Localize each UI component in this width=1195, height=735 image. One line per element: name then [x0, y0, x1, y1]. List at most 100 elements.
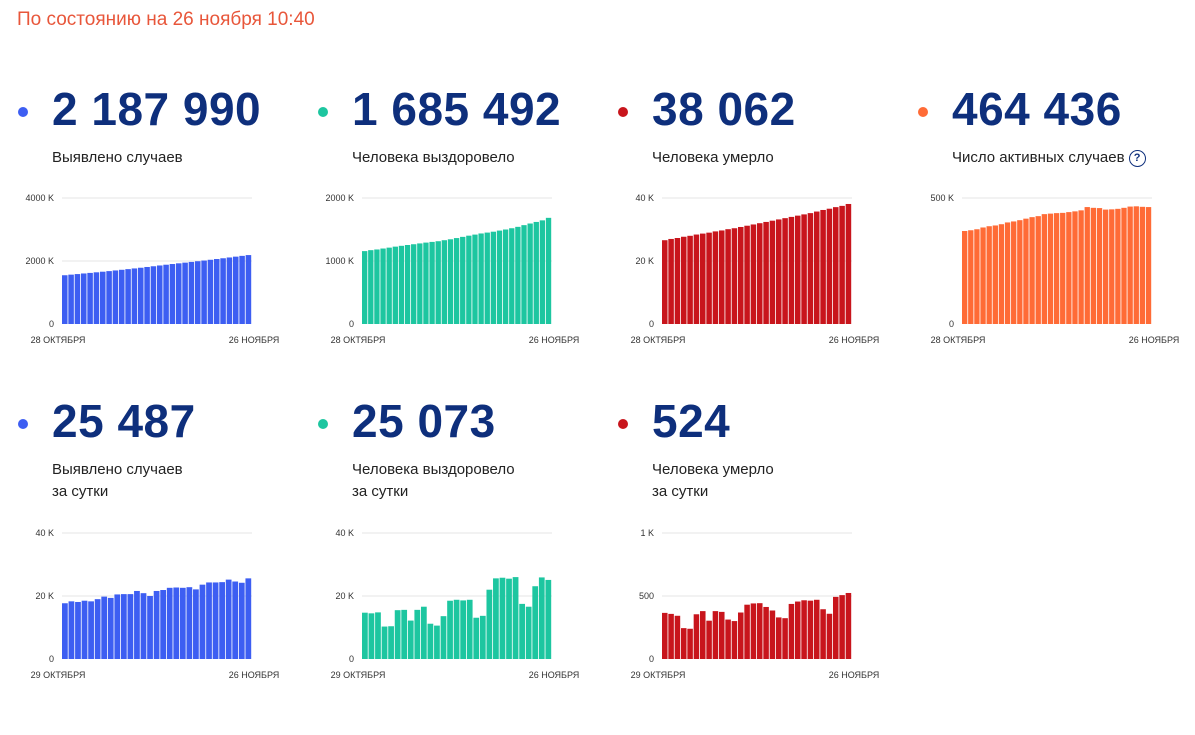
chart-bar	[392, 246, 398, 324]
x-tick-label: 26 НОЯБРЯ	[829, 335, 880, 345]
bar-chart: 0 20 K 40 K 29 ОКТЯБРЯ 26 НОЯБРЯ	[331, 528, 580, 680]
y-tick-label: 0	[949, 319, 954, 329]
chart-bar	[453, 599, 460, 659]
y-tick-label: 1000 K	[325, 256, 354, 266]
chart-bar	[407, 620, 414, 659]
chart-bar	[833, 207, 839, 324]
chart-bar	[712, 611, 719, 659]
chart-bar	[807, 600, 814, 659]
chart-bar	[814, 211, 820, 324]
chart-bar	[506, 578, 512, 659]
chart-bar	[417, 243, 423, 324]
chart-bar	[212, 582, 219, 659]
chart-bar	[1109, 209, 1115, 324]
chart-bar	[545, 579, 552, 659]
stat-value: 1 685 492	[352, 83, 562, 135]
chart-bar	[134, 590, 140, 659]
chart-bar	[502, 229, 509, 324]
chart-bar	[782, 218, 788, 324]
chart-bar	[144, 266, 150, 324]
stat-card-deaths-total: 38 062 Человека умерло 0 20 K 40 K 28 ОКТЯБРЯ…	[618, 83, 918, 423]
bar-chart: 0 20 K 40 K 29 ОКТЯБРЯ 26 НОЯБРЯ	[31, 528, 280, 680]
chart-bar	[687, 628, 693, 659]
chart-bar	[478, 233, 484, 324]
chart-bar	[453, 238, 460, 324]
chart-bar	[1011, 221, 1017, 324]
chart-bar	[1096, 208, 1103, 324]
chart-bar	[245, 578, 252, 659]
chart-bar	[153, 590, 160, 659]
y-tick-label: 4000 K	[25, 193, 54, 203]
chart-bar	[232, 581, 239, 659]
x-tick-label: 26 НОЯБРЯ	[829, 670, 880, 680]
chart-bar	[386, 247, 392, 324]
chart-bar	[795, 601, 801, 659]
stat-card-recovered-daily: 25 073 Человека выздоровело за сутки 0 20 K 4…	[318, 395, 618, 735]
chart-bar	[238, 582, 245, 659]
y-tick-label: 20 K	[335, 591, 354, 601]
chart-bar	[447, 239, 454, 324]
stat-value: 25 487	[52, 395, 196, 447]
chart-bar	[769, 610, 776, 659]
chart-bar	[496, 230, 503, 324]
chart-bar	[962, 231, 968, 324]
stat-label-line: за сутки	[52, 483, 109, 500]
chart-bar	[738, 226, 744, 324]
chart-bar	[731, 621, 738, 659]
chart-bar	[725, 229, 731, 324]
chart-bar	[719, 611, 725, 659]
chart-bar	[140, 593, 147, 659]
stat-card-deaths-daily: 524 Человека умерло за сутки 0 500 1 K 29 ОКТЯ…	[618, 395, 918, 735]
x-tick-label: 26 НОЯБРЯ	[1129, 335, 1180, 345]
stat-value: 464 436	[952, 83, 1122, 135]
chart-bar	[74, 274, 81, 324]
chart-bar	[62, 603, 68, 659]
chart-bar	[980, 227, 986, 324]
chart-bar	[845, 592, 852, 659]
chart-bar	[776, 219, 782, 324]
help-icon[interactable]: ?	[1128, 150, 1146, 167]
chart-bar	[826, 613, 833, 659]
chart-bar	[226, 257, 233, 324]
stat-value: 524	[652, 395, 731, 447]
chart-bar	[473, 617, 480, 659]
chart-bar	[388, 626, 394, 659]
chart-bar	[1066, 212, 1072, 324]
y-tick-label: 20 K	[35, 591, 54, 601]
chart-bar	[700, 611, 706, 659]
chart-bar	[992, 225, 998, 324]
chart-bar	[968, 230, 974, 324]
chart-bar	[427, 623, 434, 659]
stat-label-line: за сутки	[652, 483, 709, 500]
chart-bar	[434, 625, 440, 659]
stat-label: Человека умерло	[652, 147, 774, 169]
stat-label-line: Число активных случаев?	[952, 147, 1146, 169]
chart-bar	[441, 240, 448, 324]
chart-bar	[214, 259, 220, 324]
chart-bar	[974, 229, 980, 324]
stat-value: 2 187 990	[52, 83, 262, 135]
chart-bar	[169, 264, 176, 324]
chart-bar	[1127, 206, 1133, 324]
chart-bar	[801, 600, 807, 659]
chart-bar	[1115, 208, 1121, 324]
chart-bar	[545, 217, 552, 324]
chart-bar	[782, 618, 788, 659]
chart-bar	[362, 251, 368, 324]
chart-bar	[479, 615, 486, 659]
chart-bar	[527, 223, 533, 324]
chart-bar	[490, 231, 497, 324]
chart-bar	[131, 268, 138, 324]
chart-bar	[674, 615, 681, 659]
chart-bar	[394, 610, 401, 659]
chart-bar	[668, 238, 674, 324]
chart-bar	[112, 270, 119, 324]
chart-bar	[147, 596, 153, 659]
x-tick-label: 29 ОКТЯБРЯ	[631, 670, 686, 680]
chart-bar	[833, 596, 839, 659]
x-tick-label: 28 ОКТЯБРЯ	[31, 335, 86, 345]
chart-bar	[466, 235, 472, 324]
legend-dot-icon	[618, 107, 628, 117]
chart-bar	[668, 613, 674, 659]
chart-bar	[744, 225, 750, 324]
